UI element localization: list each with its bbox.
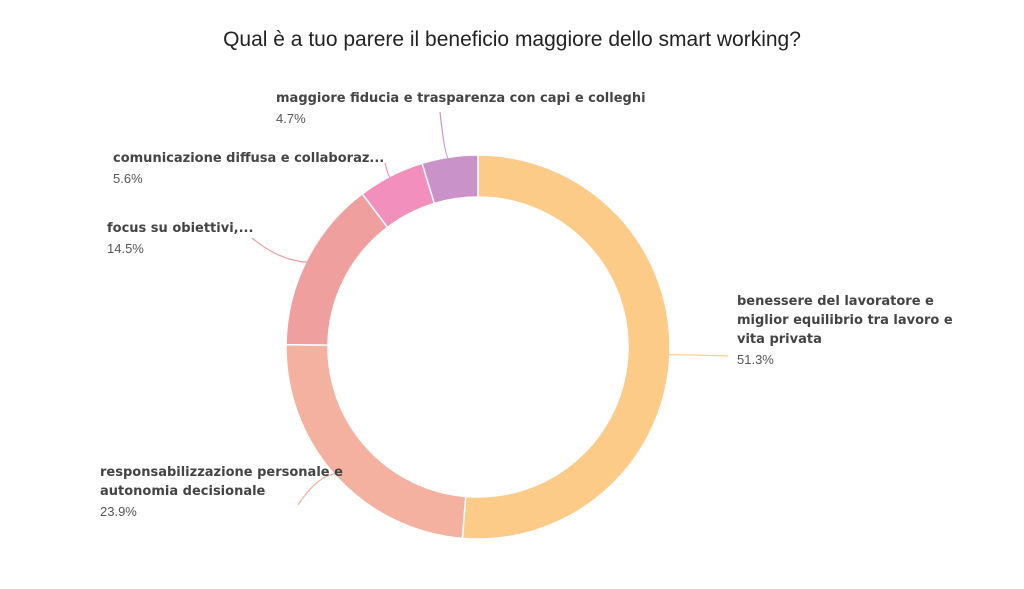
leader-line — [439, 111, 451, 162]
leader-line — [384, 162, 393, 181]
slice — [285, 192, 389, 346]
leader-line — [665, 354, 729, 357]
slice-label: maggiore fiducia e trasparenza con capi … — [276, 91, 646, 106]
slice — [421, 154, 479, 205]
value-label: 4.7% — [276, 111, 306, 126]
slice — [285, 343, 467, 540]
value-label: 14.5% — [107, 241, 144, 256]
value-label: 51.3% — [737, 352, 774, 367]
slice-label: responsabilizzazione personale e autonom… — [100, 465, 343, 499]
slice — [461, 154, 671, 540]
leader-line — [251, 237, 311, 263]
slice-label: focus su obiettivi,... — [107, 221, 254, 236]
chart-title: Qual è a tuo parere il beneficio maggior… — [223, 28, 801, 51]
value-label: 23.9% — [100, 504, 137, 519]
leader-line — [297, 472, 339, 506]
value-label: 5.6% — [113, 171, 143, 186]
slice-label: benessere del lavoratore e miglior equil… — [737, 294, 953, 347]
slice-label: comunicazione diffusa e collaboraz... — [113, 151, 385, 166]
